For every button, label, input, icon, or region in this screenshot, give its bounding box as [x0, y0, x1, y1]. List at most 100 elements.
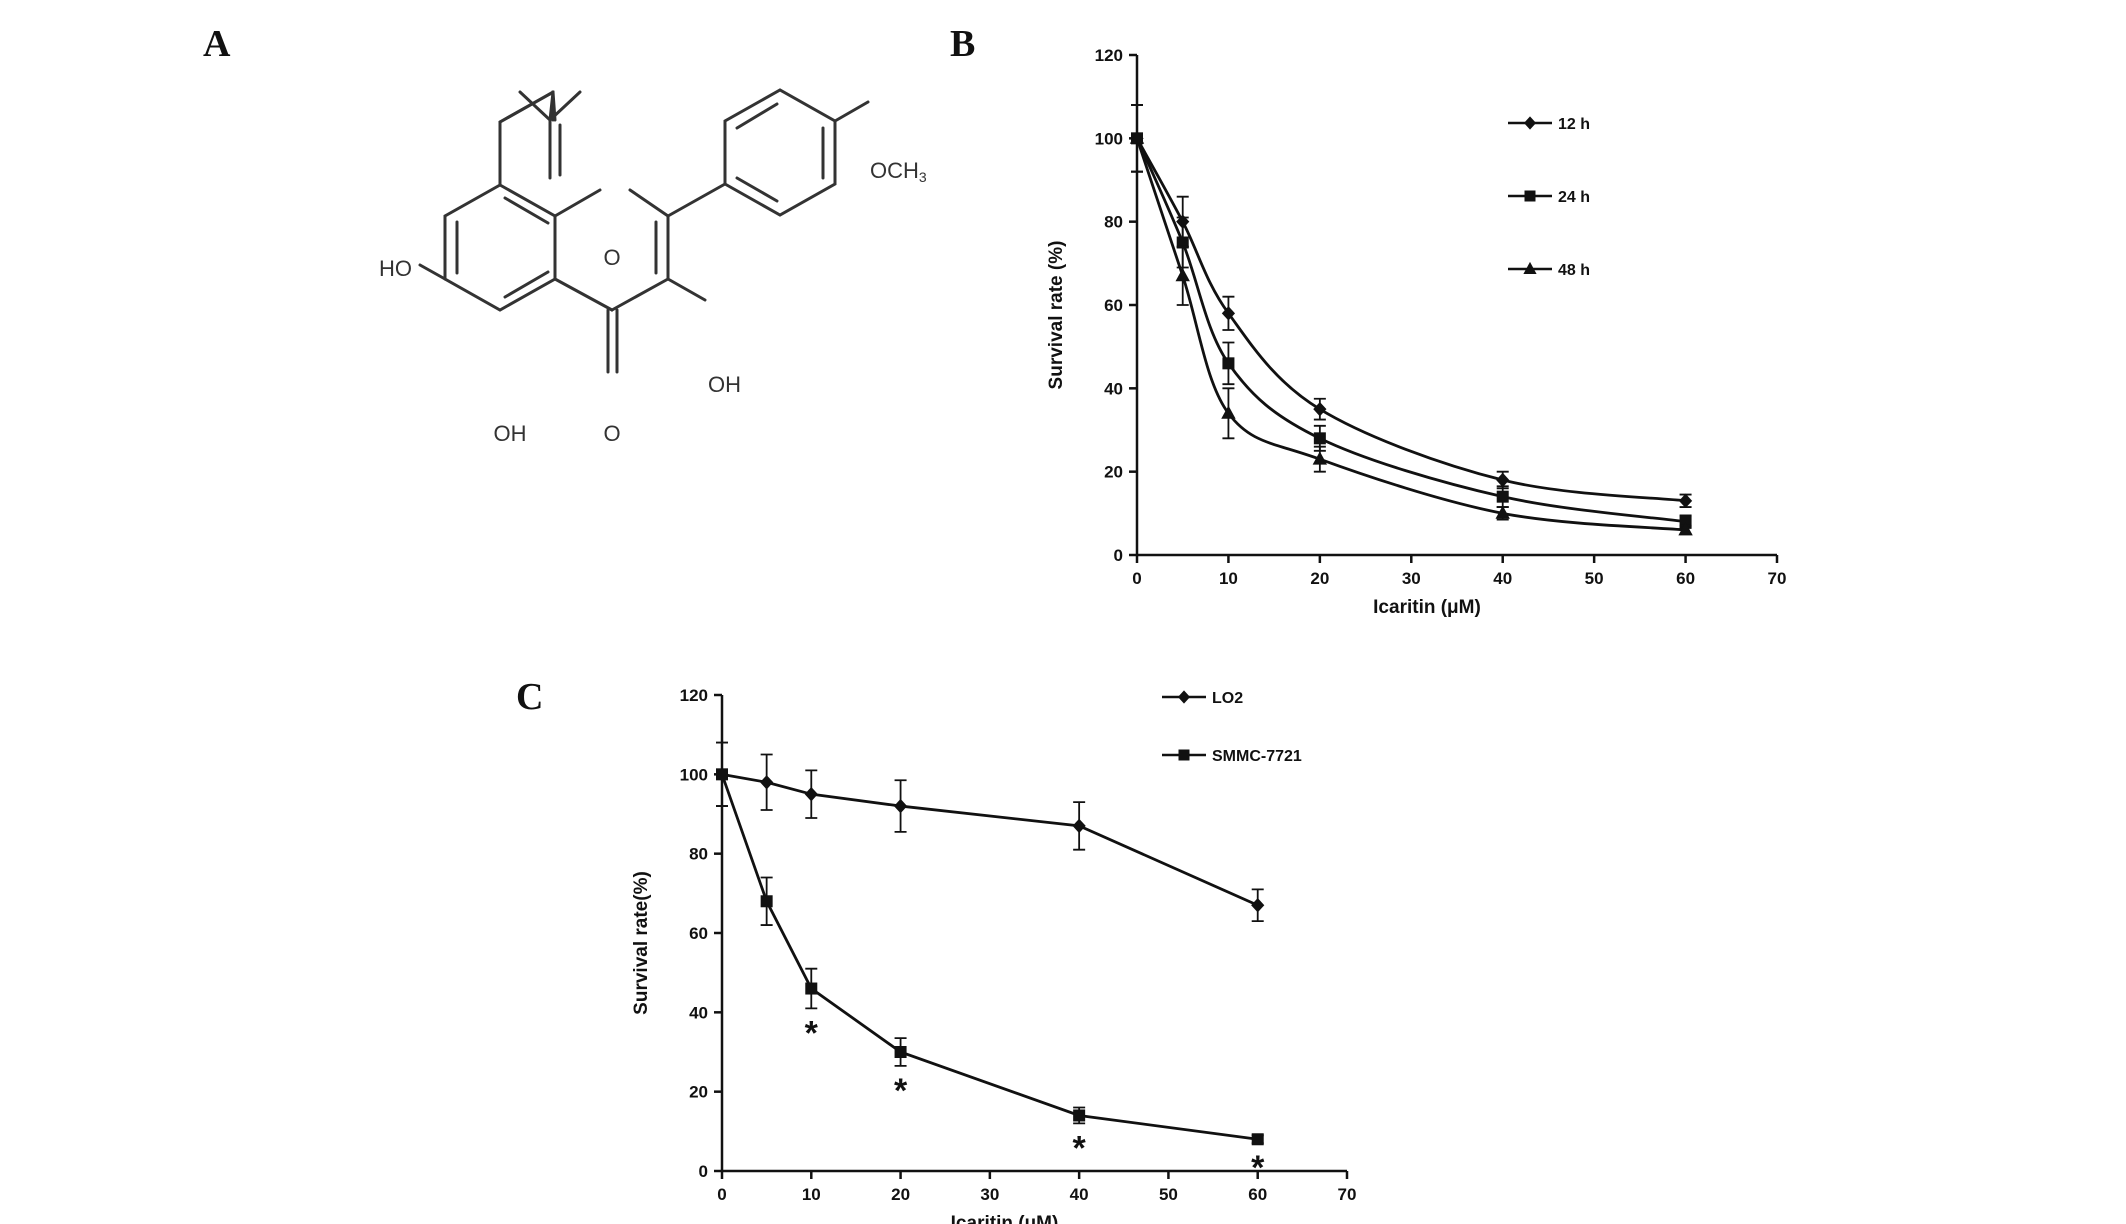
y-tick-label: 40 [689, 1003, 708, 1022]
x-axis-title: Icaritin (μM) [1373, 597, 1481, 618]
methoxy-label: OCH3 [870, 158, 927, 185]
x-tick-label: 20 [1310, 569, 1329, 588]
legend-item: 24 h [1508, 189, 1590, 206]
y-axis-title: Survival rate(%) [631, 871, 652, 1015]
series-line [1135, 137, 1686, 532]
data-point [1221, 306, 1236, 321]
hydroxyl-label-ho: HO [379, 256, 412, 281]
legend-item: 48 h [1508, 261, 1590, 279]
y-tick-label: 120 [680, 686, 708, 705]
panel-letter-c: C [516, 676, 544, 718]
x-tick-label: 50 [1159, 1185, 1178, 1204]
x-tick-label: 40 [1070, 1185, 1089, 1204]
y-tick-label: 20 [689, 1083, 708, 1102]
y-tick-label: 60 [1104, 296, 1123, 315]
y-tick-label: 80 [1104, 213, 1123, 232]
data-point [1313, 401, 1327, 417]
data-point [894, 1046, 907, 1058]
data-point [1495, 505, 1510, 519]
hydroxyl-label-right: OH [708, 372, 741, 397]
data-point [1176, 236, 1189, 249]
series-line [720, 773, 1258, 1141]
legend-marker [1523, 261, 1537, 274]
data-point [716, 768, 728, 781]
data-point [760, 775, 774, 790]
legend: 12 h 24 h 48 h [1508, 116, 1590, 279]
legend-marker [1523, 116, 1537, 130]
x-tick-label: 30 [1402, 569, 1421, 588]
series-24-h [1131, 104, 1692, 529]
data-point [893, 798, 908, 814]
y-tick-label: 100 [680, 765, 708, 784]
y-tick-label: 40 [1104, 379, 1123, 398]
legend-label: 48 h [1558, 262, 1590, 279]
legend-marker [1178, 749, 1190, 761]
series-12-h [1130, 104, 1693, 509]
series-lo2 [715, 741, 1265, 922]
panel-letter-b: B [950, 23, 976, 65]
y-tick-label: 20 [1104, 463, 1123, 482]
hydroxyl-label-bottom: OH [494, 421, 527, 446]
series-line [721, 772, 1259, 907]
significance-marker: * [1251, 1149, 1265, 1187]
legend-item: LO2 [1162, 690, 1243, 707]
legend-item: 12 h [1508, 116, 1590, 133]
molecule-structure: O O HO OH OH OCH3 [379, 88, 927, 446]
data-point [1679, 515, 1692, 528]
carbonyl-oxygen-label: O [603, 421, 620, 446]
x-tick-label: 10 [1219, 569, 1238, 588]
series-smmc-7721: * * * * [716, 741, 1265, 1187]
series-line [1135, 137, 1686, 503]
legend-label: 12 h [1558, 116, 1590, 133]
series-line [1135, 137, 1686, 524]
legend-marker [1524, 190, 1536, 202]
data-point [1251, 1133, 1264, 1146]
x-tick-label: 0 [717, 1185, 726, 1204]
significance-marker: * [894, 1072, 908, 1110]
y-tick-label: 60 [689, 924, 708, 943]
x-tick-label: 60 [1676, 569, 1695, 588]
data-point [1073, 1109, 1086, 1122]
x-tick-label: 50 [1585, 569, 1604, 588]
data-point [1222, 357, 1235, 370]
x-tick-label: 40 [1493, 569, 1512, 588]
data-point [1251, 898, 1265, 913]
ring-oxygen-label: O [603, 245, 620, 270]
legend-item: SMMC-7721 [1162, 748, 1302, 765]
data-point [1072, 818, 1086, 834]
data-point [1496, 472, 1510, 488]
data-point [1129, 130, 1145, 144]
data-point [1175, 268, 1190, 282]
x-axis-title: Icaritin (μM) [951, 1213, 1059, 1224]
legend-label: SMMC-7721 [1212, 748, 1302, 765]
x-tick-label: 70 [1338, 1185, 1357, 1204]
x-tick-label: 70 [1768, 569, 1787, 588]
legend: LO2 SMMC-7721 [1162, 690, 1302, 765]
legend-marker [1177, 690, 1191, 704]
x-tick-label: 10 [802, 1185, 821, 1204]
x-tick-label: 30 [980, 1185, 999, 1204]
data-point [805, 982, 818, 995]
data-point [804, 786, 818, 802]
panel-letter-a: A [203, 23, 231, 65]
data-point [1312, 451, 1328, 465]
x-tick-label: 60 [1248, 1185, 1267, 1204]
y-tick-label: 0 [1114, 546, 1123, 565]
significance-marker: * [805, 1014, 819, 1052]
chart-b: 0 20 40 60 80 100 120 0 10 20 30 40 50 60 70 Icaritin (… [1046, 46, 1787, 618]
data-point [1678, 522, 1693, 536]
chart-c: 0 20 40 60 80 100 120 0 10 20 30 40 50 60 70 Icaritin (… [631, 686, 1357, 1224]
y-tick-label: 80 [689, 845, 708, 864]
data-point [1221, 405, 1236, 419]
legend-label: LO2 [1212, 690, 1243, 707]
series-48-h [1129, 104, 1693, 536]
y-tick-label: 0 [699, 1162, 708, 1181]
y-tick-label: 120 [1095, 46, 1123, 65]
y-axis-title: Survival rate (%) [1046, 241, 1067, 390]
axes [1135, 55, 1777, 557]
data-point [1496, 490, 1509, 503]
data-point [1678, 493, 1693, 509]
significance-marker: * [1073, 1129, 1087, 1167]
x-tick-label: 0 [1132, 569, 1141, 588]
data-point [1313, 432, 1326, 445]
